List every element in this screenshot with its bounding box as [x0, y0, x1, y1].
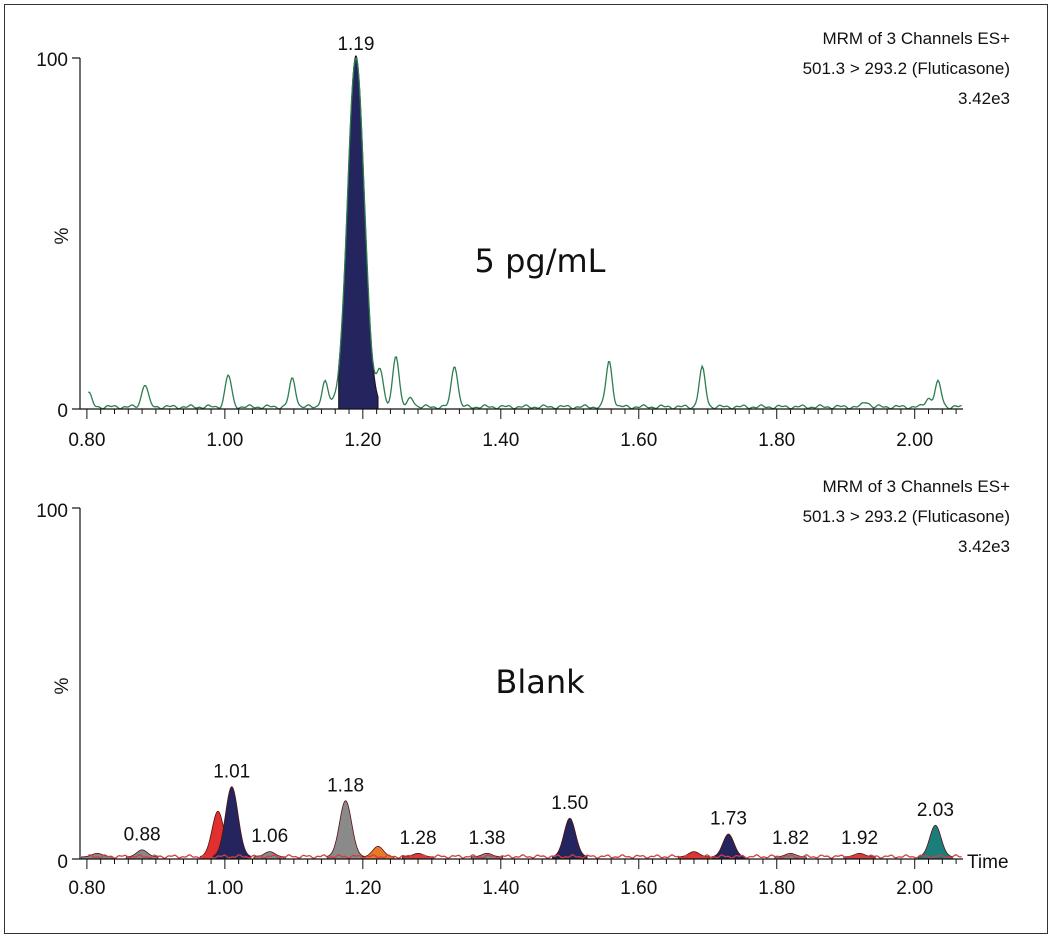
- trace-header-line-2: 501.3 > 293.2 (Fluticasone): [803, 507, 1010, 526]
- peak-area-6: [327, 800, 365, 860]
- x-tick-label: 0.80: [68, 878, 105, 899]
- sample-annotation: Blank: [495, 663, 585, 701]
- y-axis-label: %: [52, 227, 73, 244]
- trace-header-line-2: 501.3 > 293.2 (Fluticasone): [803, 59, 1010, 78]
- peak-area-12: [711, 833, 746, 860]
- y-tick-label: 100: [36, 50, 68, 71]
- x-tick-label: 1.20: [344, 430, 381, 451]
- x-tick-label: 1.80: [758, 430, 795, 451]
- sample-annotation: 5 pg/mL: [475, 242, 606, 280]
- trace-header-line-1: MRM of 3 Channels ES+: [822, 477, 1010, 496]
- peak-label-10: 1.50: [551, 793, 588, 814]
- peak-area-4: [212, 786, 251, 860]
- chart-panel-1: 1.19 0.80 1.00 1.20 1.40 1.60 1.80 2.00 0 100% MRM…: [36, 29, 1010, 451]
- peak-label-8: 1.28: [400, 828, 437, 849]
- peak-label-15: 2.03: [917, 800, 954, 821]
- peak-label-6: 1.18: [327, 775, 364, 796]
- peak-label-4: 1.01: [213, 761, 250, 782]
- y-axis-label: %: [52, 677, 73, 694]
- x-tick-label: 1.20: [344, 878, 381, 899]
- x-tick-label: 1.40: [482, 878, 519, 899]
- x-axis-label: Time: [967, 852, 1009, 873]
- peak-label-12: 1.73: [710, 809, 747, 830]
- x-tick-label: 1.80: [758, 878, 795, 899]
- y-tick-label: 0: [57, 852, 68, 873]
- trace-header-line-1: MRM of 3 Channels ES+: [822, 29, 1010, 48]
- x-tick-label: 1.40: [482, 430, 519, 451]
- peak-label-14: 1.92: [841, 828, 878, 849]
- x-tick-label: 1.60: [620, 430, 657, 451]
- peak-area-10: [552, 817, 588, 860]
- peak-area-15: [917, 824, 953, 860]
- x-tick-label: 2.00: [896, 430, 933, 451]
- y-tick-label: 0: [57, 401, 68, 422]
- figure-frame: [4, 4, 1048, 934]
- x-tick-label: 2.00: [896, 878, 933, 899]
- trace-header-line-3: 3.42e3: [958, 89, 1010, 108]
- peak-label-main: 1.19: [337, 34, 374, 55]
- chromatogram-trace: [88, 56, 962, 410]
- x-tick-label: 1.00: [206, 430, 243, 451]
- peak-label-5: 1.06: [251, 826, 288, 847]
- peak-label-2: 0.88: [124, 824, 161, 845]
- y-tick-label: 100: [36, 501, 68, 522]
- chromatogram-trace: [87, 854, 962, 860]
- peak-label-9: 1.38: [469, 828, 506, 849]
- x-tick-label: 0.80: [68, 430, 105, 451]
- chart-panel-2: 0.88 1.01 1.06 1.18 1.28 1.38 1.50 1.73 1.82 1.92…: [36, 477, 1010, 899]
- x-tick-label: 1.60: [620, 878, 657, 899]
- x-tick-label: 1.00: [206, 878, 243, 899]
- trace-header-line-3: 3.42e3: [958, 537, 1010, 556]
- peak-label-13: 1.82: [772, 828, 809, 849]
